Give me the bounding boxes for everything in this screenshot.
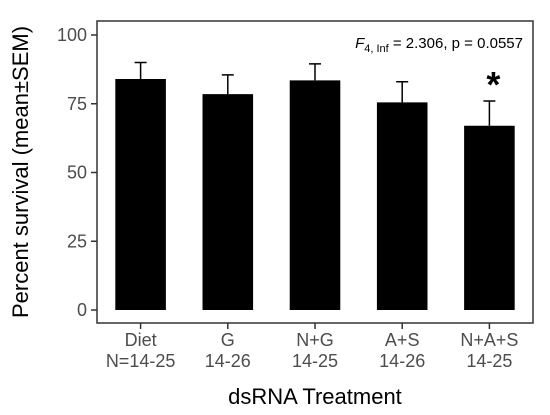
x-tick-label: N+G xyxy=(296,330,334,350)
x-tick-label: N+A+S xyxy=(460,330,518,350)
y-tick-label: 75 xyxy=(67,94,87,114)
stat-subscript: 4, Inf xyxy=(364,43,389,55)
x-tick-label: Diet xyxy=(125,330,157,350)
x-axis-title: dsRNA Treatment xyxy=(228,384,402,409)
significance-markers: * xyxy=(486,64,500,105)
x-tick-sublabel: 14-26 xyxy=(205,351,251,371)
y-tick-label: 0 xyxy=(77,300,87,320)
bar xyxy=(115,79,166,310)
x-tick-label: G xyxy=(221,330,235,350)
bar xyxy=(376,102,428,310)
error-bars xyxy=(134,61,496,126)
stat-annotation: F4, Inf = 2.306, p = 0.0557 xyxy=(355,35,523,55)
y-tick-label: 100 xyxy=(57,25,87,45)
bar xyxy=(289,80,341,310)
y-tick-label: 50 xyxy=(67,163,87,183)
x-tick-sublabel: N=14-25 xyxy=(106,351,176,371)
x-tick-label: A+S xyxy=(385,330,420,350)
bar xyxy=(202,94,254,310)
bars xyxy=(115,79,515,310)
y-axis-title: Percent survival (mean±SEM) xyxy=(8,26,33,318)
x-tick-sublabel: 14-26 xyxy=(379,351,425,371)
significance-asterisk: * xyxy=(486,64,500,105)
x-tick-sublabel: 14-25 xyxy=(466,351,512,371)
stat-rest: = 2.306, p = 0.0557 xyxy=(389,35,523,52)
bar xyxy=(464,125,515,310)
stat-symbol: F xyxy=(355,35,365,52)
y-axis-ticks: 0 25 50 75 100 xyxy=(57,25,97,320)
y-tick-label: 25 xyxy=(67,231,87,251)
x-axis-ticks: DietN=14-25G14-26N+G14-25A+S14-26N+A+S14… xyxy=(106,323,518,371)
x-tick-sublabel: 14-25 xyxy=(292,351,338,371)
